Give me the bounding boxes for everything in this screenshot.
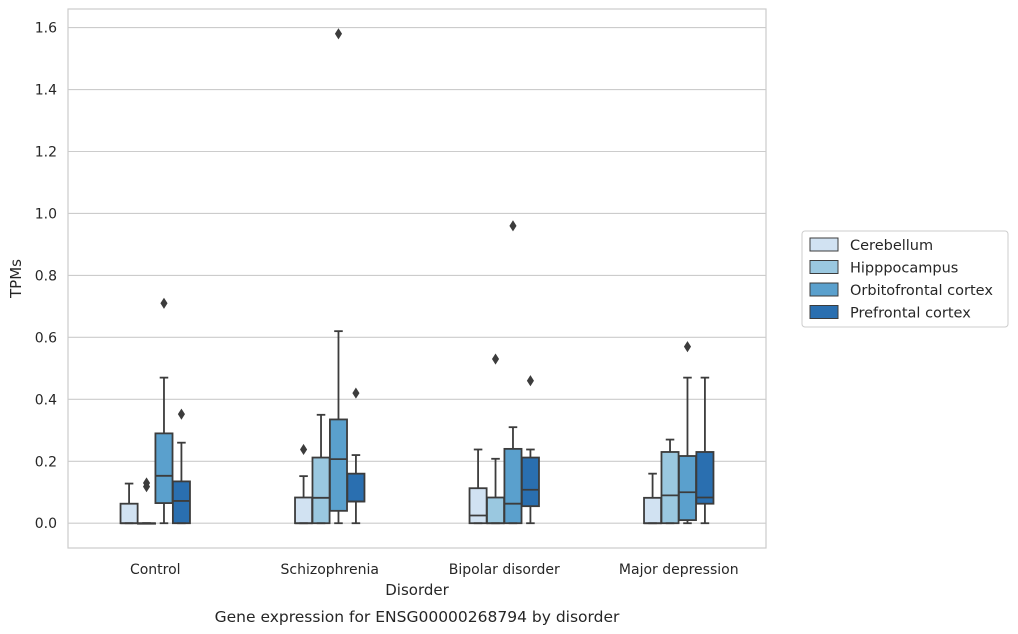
legend: Cerebellum Hipppocampus Orbitofrontal cort… <box>801 230 1009 328</box>
box-orbitofrontal-cortex <box>678 341 697 525</box>
box <box>660 451 680 525</box>
outlier-point <box>334 28 343 40</box>
y-tick-label: 0.2 <box>35 454 57 470</box>
legend-label: Hipppocampus <box>850 261 958 277</box>
outlier-point <box>177 408 185 420</box>
box-orbitofrontal-cortex <box>329 28 348 525</box>
box <box>311 456 331 525</box>
box-orbitofrontal-cortex <box>154 297 174 525</box>
y-tick-label: 1.4 <box>35 83 57 99</box>
y-axis: 0.0 0.2 0.4 0.6 0.8 1.0 1.2 1.4 1.6 <box>35 21 57 533</box>
box-hipppocampus <box>137 477 156 525</box>
x-tick-label: Control <box>130 562 181 578</box>
box <box>294 496 314 525</box>
box <box>643 496 663 525</box>
legend-frame <box>801 230 1009 328</box>
box <box>695 451 715 505</box>
box-plot-area <box>119 28 715 525</box>
box-hipppocampus <box>486 353 505 525</box>
outlier-point <box>683 341 692 353</box>
grid-lines <box>68 27 766 524</box>
box <box>468 487 488 525</box>
legend-label: Orbitofrontal cortex <box>850 283 993 299</box>
x-tick-label: Major depression <box>619 562 739 578</box>
box <box>119 502 139 525</box>
outlier-point <box>142 477 151 489</box>
box-cerebellum <box>643 472 663 525</box>
box <box>486 496 505 525</box>
box <box>678 455 697 522</box>
outlier-point <box>509 220 517 232</box>
y-tick-label: 0.4 <box>35 392 57 408</box>
box <box>329 418 348 512</box>
outlier-point <box>352 387 360 399</box>
y-tick-label: 0.6 <box>35 330 57 346</box>
legend-swatch <box>809 305 839 319</box>
x-tick-label: Schizophrenia <box>281 562 379 578</box>
outlier-point <box>300 443 308 456</box>
y-tick-label: 1.2 <box>35 144 57 160</box>
box-cerebellum <box>468 448 488 525</box>
box <box>520 456 540 508</box>
box <box>154 432 174 504</box>
box-prefrontal-cortex <box>346 387 366 525</box>
legend-swatch <box>809 260 839 274</box>
box-prefrontal-cortex <box>171 408 191 525</box>
legend-label: Cerebellum <box>850 238 933 254</box>
box <box>346 472 366 503</box>
x-axis-title: Disorder <box>385 581 449 599</box>
box-hipppocampus <box>660 438 680 525</box>
outlier-point <box>160 297 168 309</box>
box <box>171 480 191 525</box>
x-axis: Control Schizophrenia Bipolar disorder Majo… <box>130 562 739 578</box>
figure-caption: Gene expression for ENSG00000268794 by d… <box>215 608 620 626</box>
box-prefrontal-cortex <box>695 376 715 525</box>
box-prefrontal-cortex <box>520 375 540 525</box>
box-cerebellum <box>119 482 139 525</box>
y-tick-label: 0.8 <box>35 268 57 284</box>
y-axis-title: TPMs <box>7 259 25 299</box>
legend-label: Prefrontal cortex <box>850 306 971 322</box>
y-tick-label: 1.0 <box>35 206 57 222</box>
box-cerebellum <box>294 443 314 525</box>
x-tick-label: Bipolar disorder <box>449 562 560 578</box>
y-tick-label: 0.0 <box>35 516 57 532</box>
box-orbitofrontal-cortex <box>503 220 523 525</box>
plot-frame <box>67 8 767 549</box>
y-tick-label: 1.6 <box>35 21 57 37</box>
box-hipppocampus <box>311 413 331 525</box>
outlier-point <box>526 375 534 387</box>
box <box>503 447 523 525</box>
outlier-point <box>491 353 500 365</box>
legend-swatch <box>809 237 839 252</box>
legend-swatch <box>809 282 839 297</box>
